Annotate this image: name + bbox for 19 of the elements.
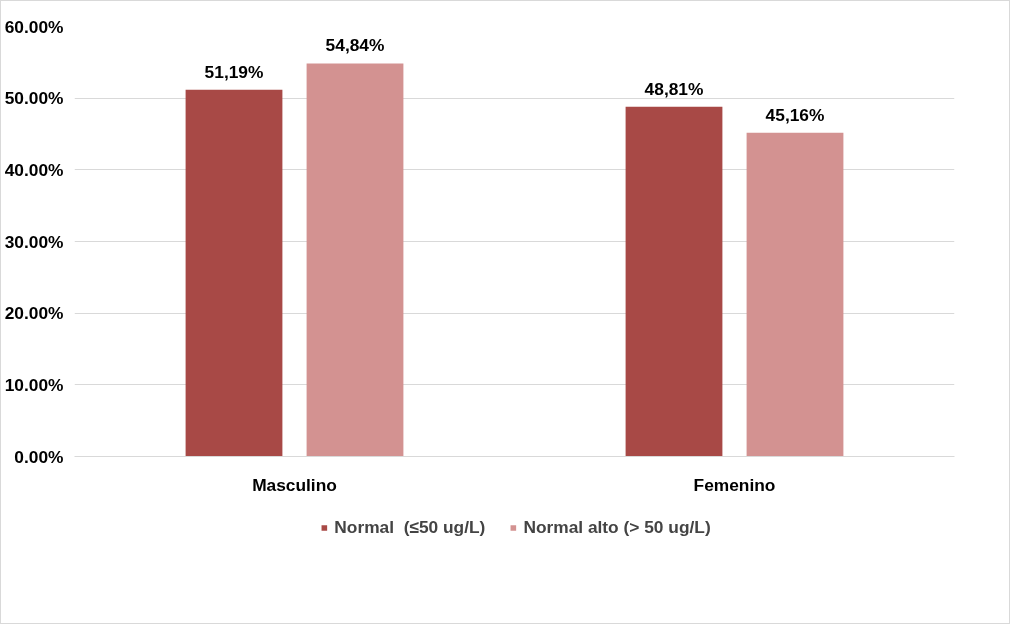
bar — [306, 63, 404, 457]
y-tick-label: 20.00% — [4, 303, 64, 324]
y-tick-label: 40.00% — [4, 159, 64, 180]
x-tick-label: Femenino — [693, 474, 776, 495]
y-tick-label: 30.00% — [4, 231, 64, 252]
bar — [746, 132, 844, 457]
bar — [625, 106, 723, 457]
y-tick-label: 10.00% — [4, 374, 64, 395]
legend-label: Normal alto (> 50 ug/L) — [523, 516, 711, 538]
data-label: 45,16% — [765, 104, 825, 125]
data-label: 48,81% — [644, 78, 704, 99]
legend-label: Normal (≤50 ug/L) — [334, 516, 486, 538]
data-label: 54,84% — [325, 35, 385, 56]
bar — [185, 89, 283, 457]
x-tick-label: Masculino — [252, 474, 337, 495]
y-tick-label: 60.00% — [4, 16, 64, 37]
y-tick-label: 50.00% — [4, 88, 64, 109]
y-tick-label: 0.00% — [14, 446, 64, 467]
data-label: 51,19% — [204, 61, 264, 82]
